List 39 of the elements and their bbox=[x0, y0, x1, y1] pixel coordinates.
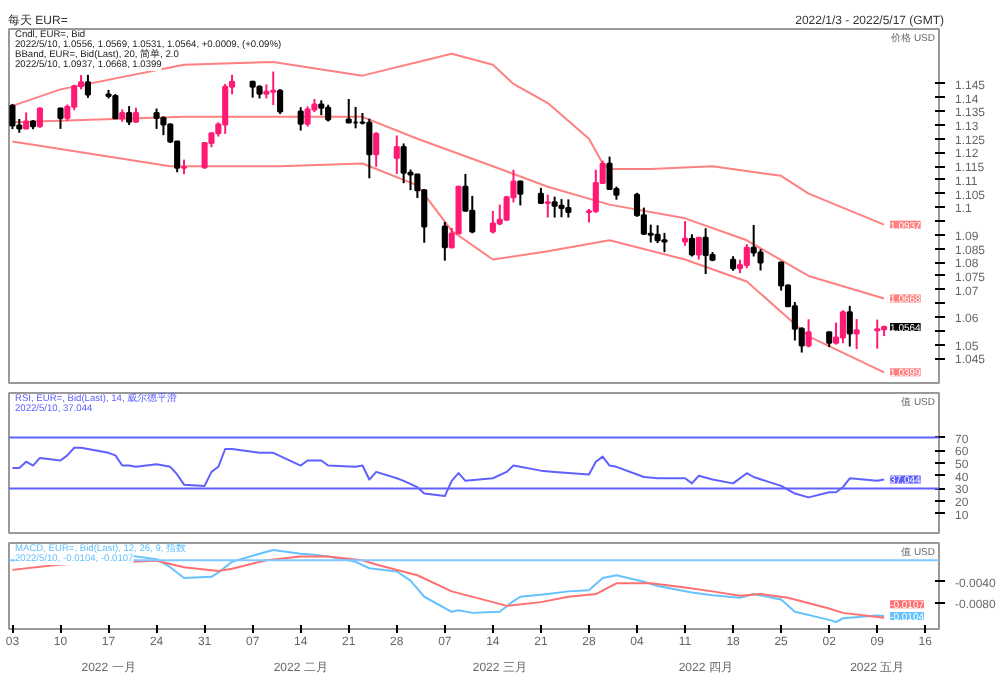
candlestick bbox=[153, 107, 160, 130]
candlestick bbox=[853, 318, 860, 350]
candlestick bbox=[9, 102, 16, 131]
candlestick bbox=[441, 220, 448, 262]
candlestick bbox=[558, 198, 565, 219]
candlestick bbox=[565, 198, 572, 219]
candlestick bbox=[297, 106, 304, 132]
line-series bbox=[11, 555, 886, 619]
candlestick bbox=[126, 105, 133, 127]
candlestick bbox=[304, 105, 311, 128]
candlestick bbox=[270, 70, 277, 107]
candlestick bbox=[345, 97, 352, 124]
candlestick bbox=[874, 318, 881, 350]
candlestick bbox=[112, 93, 119, 121]
candlestick bbox=[393, 134, 400, 175]
candlestick bbox=[469, 194, 476, 235]
candlestick bbox=[743, 243, 750, 270]
candlestick bbox=[222, 82, 229, 135]
candlestick bbox=[681, 220, 689, 247]
candlestick bbox=[373, 131, 380, 168]
candlestick bbox=[805, 318, 812, 349]
candlestick bbox=[400, 142, 407, 185]
candlestick bbox=[84, 73, 91, 99]
candlestick bbox=[36, 106, 43, 129]
candlestick bbox=[592, 168, 599, 214]
line-series bbox=[11, 115, 886, 300]
candlestick bbox=[160, 115, 167, 137]
candlestick bbox=[544, 193, 551, 219]
line-series bbox=[11, 140, 886, 374]
candlestick bbox=[551, 195, 558, 219]
candlestick bbox=[839, 309, 846, 345]
candlestick bbox=[366, 117, 373, 180]
candlestick bbox=[277, 88, 284, 116]
candlestick bbox=[702, 227, 709, 276]
candlestick bbox=[517, 179, 524, 207]
candlestick bbox=[846, 304, 853, 348]
candlestick bbox=[695, 236, 702, 261]
line-series bbox=[11, 52, 886, 226]
candlestick bbox=[661, 231, 668, 254]
